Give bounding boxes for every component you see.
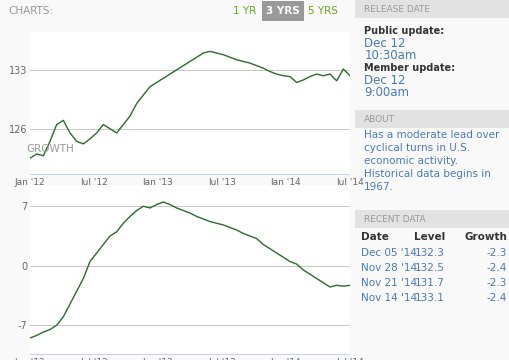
- Text: Has a moderate lead over: Has a moderate lead over: [363, 130, 499, 140]
- Text: Nov 28 '14: Nov 28 '14: [360, 263, 416, 273]
- Text: -2.4: -2.4: [486, 293, 506, 303]
- Bar: [262, 1, 303, 21]
- Text: Historical data begins in: Historical data begins in: [363, 169, 490, 179]
- Text: 9:00am: 9:00am: [363, 86, 409, 99]
- Text: 5 YRS: 5 YRS: [307, 6, 337, 16]
- Bar: [354, 210, 509, 228]
- Text: 10:30am: 10:30am: [363, 49, 416, 62]
- Text: Nov 21 '14: Nov 21 '14: [360, 278, 416, 288]
- Text: Dec 12: Dec 12: [363, 74, 405, 87]
- Text: 131.7: 131.7: [414, 278, 444, 288]
- Text: 133.1: 133.1: [414, 293, 444, 303]
- Text: 1 YR: 1 YR: [233, 6, 256, 16]
- Text: Public update:: Public update:: [363, 26, 444, 36]
- Text: -2.4: -2.4: [486, 263, 506, 273]
- Text: Member update:: Member update:: [363, 63, 455, 73]
- Text: RECENT DATA: RECENT DATA: [363, 215, 425, 224]
- Text: RELEASE DATE: RELEASE DATE: [363, 4, 430, 13]
- Text: GROWTH: GROWTH: [27, 144, 74, 154]
- Text: 132.3: 132.3: [414, 248, 444, 258]
- Text: Growth: Growth: [463, 232, 506, 242]
- Text: 3 YRS: 3 YRS: [266, 6, 299, 16]
- Text: 132.5: 132.5: [414, 263, 444, 273]
- Text: 1967.: 1967.: [363, 182, 393, 192]
- Text: CHARTS:: CHARTS:: [9, 6, 54, 16]
- Text: Dec 05 '14: Dec 05 '14: [360, 248, 416, 258]
- Text: economic activity.: economic activity.: [363, 156, 458, 166]
- Text: -2.3: -2.3: [486, 278, 506, 288]
- Bar: [354, 0, 509, 18]
- Text: -2.3: -2.3: [486, 248, 506, 258]
- Text: Dec 12: Dec 12: [363, 37, 405, 50]
- Text: cyclical turns in U.S.: cyclical turns in U.S.: [363, 143, 469, 153]
- Bar: [354, 110, 509, 128]
- Text: Date: Date: [360, 232, 388, 242]
- Text: ABOUT: ABOUT: [363, 114, 394, 123]
- Text: Nov 14 '14: Nov 14 '14: [360, 293, 416, 303]
- Text: Level: Level: [413, 232, 444, 242]
